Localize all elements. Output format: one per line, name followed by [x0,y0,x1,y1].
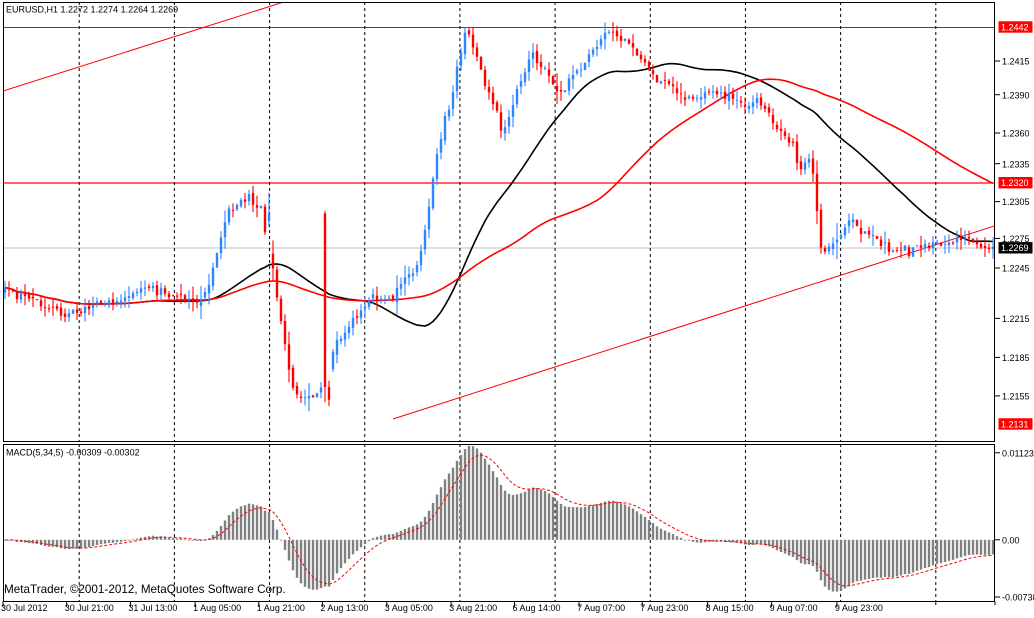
svg-text:1.2360: 1.2360 [1002,129,1030,139]
svg-text:1.2390: 1.2390 [1002,90,1030,100]
svg-text:1.2185: 1.2185 [1002,353,1030,363]
svg-text:1.2269: 1.2269 [1001,243,1029,253]
svg-text:1.2245: 1.2245 [1002,264,1030,274]
svg-text:1.2335: 1.2335 [1002,159,1030,169]
svg-text:1.2415: 1.2415 [1002,57,1030,67]
svg-text:-0.00738: -0.00738 [1002,593,1034,603]
svg-text:0.01123: 0.01123 [1002,448,1034,458]
svg-text:MACD(5,34,5) -0.00309 -0.00302: MACD(5,34,5) -0.00309 -0.00302 [6,448,140,458]
svg-text:0.00: 0.00 [1002,535,1020,545]
svg-text:1.2305: 1.2305 [1002,197,1030,207]
svg-text:EURUSD,H1 1.2272 1.2274 1.22: EURUSD,H1 1.2272 1.2274 1.2264 1.2269 [6,5,178,15]
svg-text:1.2131: 1.2131 [1001,419,1029,429]
svg-text:1.2215: 1.2215 [1002,314,1030,324]
svg-text:1.2155: 1.2155 [1002,392,1030,402]
svg-text:1.2320: 1.2320 [1001,178,1029,188]
svg-text:1.2442: 1.2442 [1001,22,1029,32]
